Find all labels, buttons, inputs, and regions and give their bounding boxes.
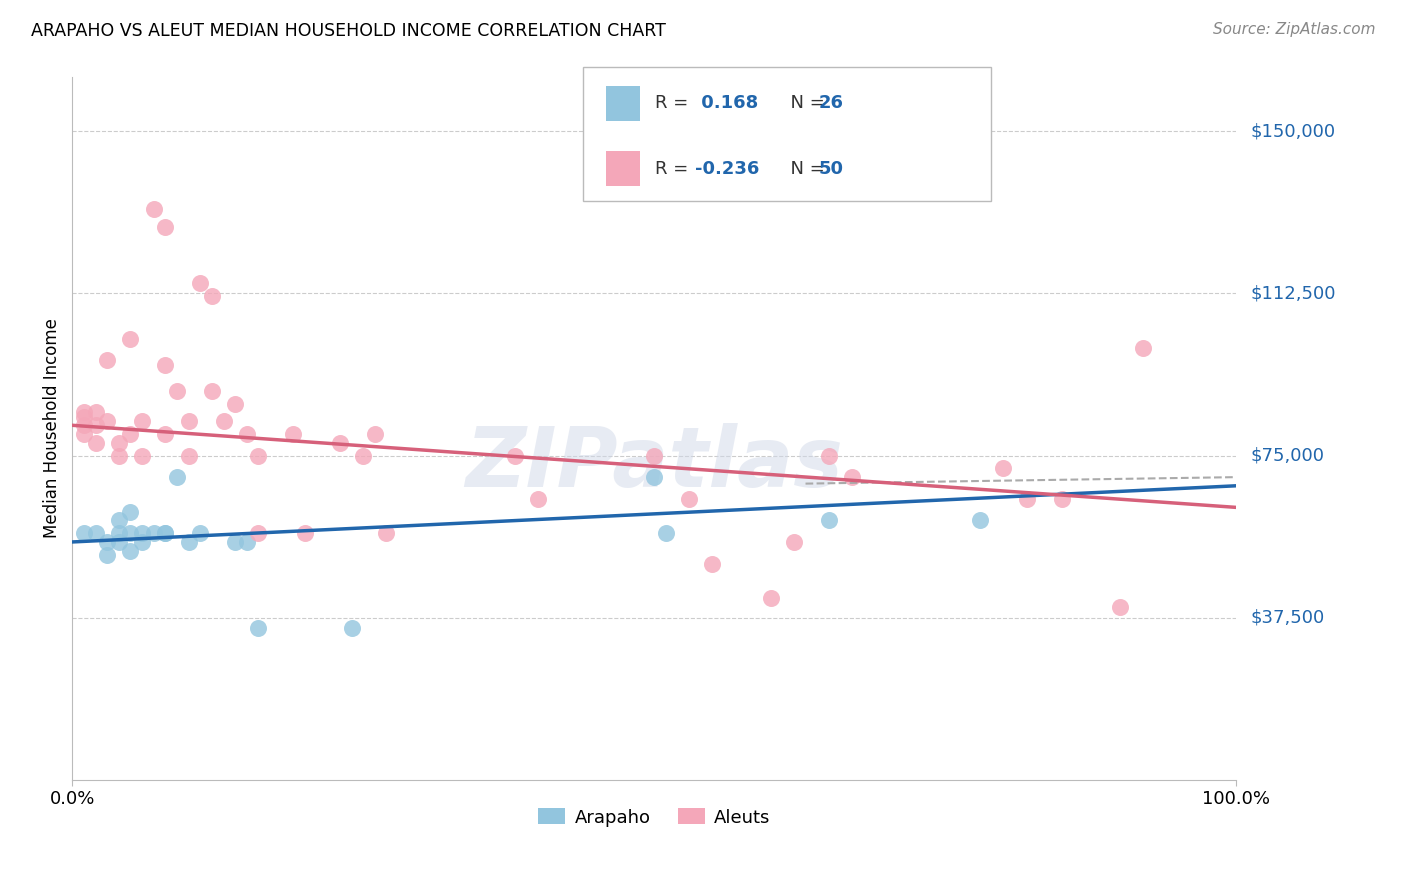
- Point: [1015, 491, 1038, 506]
- Point: [120, 526, 142, 541]
- Text: $150,000: $150,000: [1250, 122, 1336, 140]
- Text: N =: N =: [779, 95, 831, 112]
- Point: [107, 526, 129, 541]
- Point: [212, 414, 235, 428]
- Point: [120, 426, 142, 441]
- Point: [177, 449, 200, 463]
- Text: R =: R =: [655, 160, 695, 178]
- Point: [678, 491, 700, 506]
- Point: [155, 526, 177, 541]
- Text: Source: ZipAtlas.com: Source: ZipAtlas.com: [1212, 22, 1375, 37]
- Point: [783, 535, 806, 549]
- Text: ZIPatlas: ZIPatlas: [465, 423, 844, 504]
- Point: [817, 513, 839, 527]
- Point: [84, 435, 107, 450]
- Point: [131, 526, 153, 541]
- Point: [84, 405, 107, 419]
- Legend: Arapaho, Aleuts: Arapaho, Aleuts: [531, 801, 778, 834]
- Point: [503, 449, 526, 463]
- Point: [96, 535, 118, 549]
- Point: [655, 526, 678, 541]
- Text: -0.236: -0.236: [695, 160, 759, 178]
- Point: [142, 202, 165, 217]
- Point: [107, 513, 129, 527]
- Text: 0.168: 0.168: [695, 95, 758, 112]
- Text: $37,500: $37,500: [1250, 608, 1324, 626]
- Point: [73, 405, 96, 419]
- Point: [177, 414, 200, 428]
- Point: [527, 491, 550, 506]
- Point: [73, 426, 96, 441]
- Point: [643, 470, 665, 484]
- Point: [201, 384, 224, 398]
- Point: [224, 535, 246, 549]
- Point: [142, 526, 165, 541]
- Text: 26: 26: [818, 95, 844, 112]
- Point: [131, 449, 153, 463]
- Point: [247, 621, 270, 635]
- Point: [96, 414, 118, 428]
- Point: [702, 557, 724, 571]
- Text: R =: R =: [655, 95, 695, 112]
- Text: ARAPAHO VS ALEUT MEDIAN HOUSEHOLD INCOME CORRELATION CHART: ARAPAHO VS ALEUT MEDIAN HOUSEHOLD INCOME…: [31, 22, 666, 40]
- Point: [96, 353, 118, 368]
- Point: [120, 505, 142, 519]
- Point: [759, 591, 782, 606]
- Point: [1132, 341, 1154, 355]
- Point: [166, 384, 188, 398]
- Point: [236, 426, 259, 441]
- Point: [120, 543, 142, 558]
- Point: [283, 426, 305, 441]
- Point: [177, 535, 200, 549]
- Text: $75,000: $75,000: [1250, 447, 1324, 465]
- Point: [1108, 599, 1130, 614]
- Point: [84, 526, 107, 541]
- Point: [84, 418, 107, 433]
- Point: [131, 414, 153, 428]
- Point: [73, 526, 96, 541]
- Point: [364, 426, 387, 441]
- Point: [247, 449, 270, 463]
- Text: $112,500: $112,500: [1250, 285, 1336, 302]
- Point: [107, 535, 129, 549]
- Point: [188, 276, 211, 290]
- Point: [643, 449, 665, 463]
- Point: [155, 526, 177, 541]
- Point: [73, 409, 96, 424]
- Point: [817, 449, 839, 463]
- Point: [294, 526, 316, 541]
- Point: [224, 397, 246, 411]
- Point: [969, 513, 991, 527]
- Point: [1050, 491, 1073, 506]
- Point: [155, 219, 177, 234]
- Point: [73, 418, 96, 433]
- Point: [96, 548, 118, 562]
- Point: [131, 535, 153, 549]
- Point: [107, 449, 129, 463]
- Text: 50: 50: [818, 160, 844, 178]
- Point: [352, 449, 374, 463]
- Point: [841, 470, 863, 484]
- Point: [329, 435, 352, 450]
- Point: [120, 332, 142, 346]
- Point: [155, 358, 177, 372]
- Point: [247, 526, 270, 541]
- Point: [107, 435, 129, 450]
- Point: [188, 526, 211, 541]
- Point: [340, 621, 363, 635]
- Text: N =: N =: [779, 160, 831, 178]
- Point: [993, 461, 1015, 475]
- Y-axis label: Median Household Income: Median Household Income: [44, 318, 60, 539]
- Point: [201, 288, 224, 302]
- Point: [155, 426, 177, 441]
- Point: [166, 470, 188, 484]
- Point: [236, 535, 259, 549]
- Point: [375, 526, 398, 541]
